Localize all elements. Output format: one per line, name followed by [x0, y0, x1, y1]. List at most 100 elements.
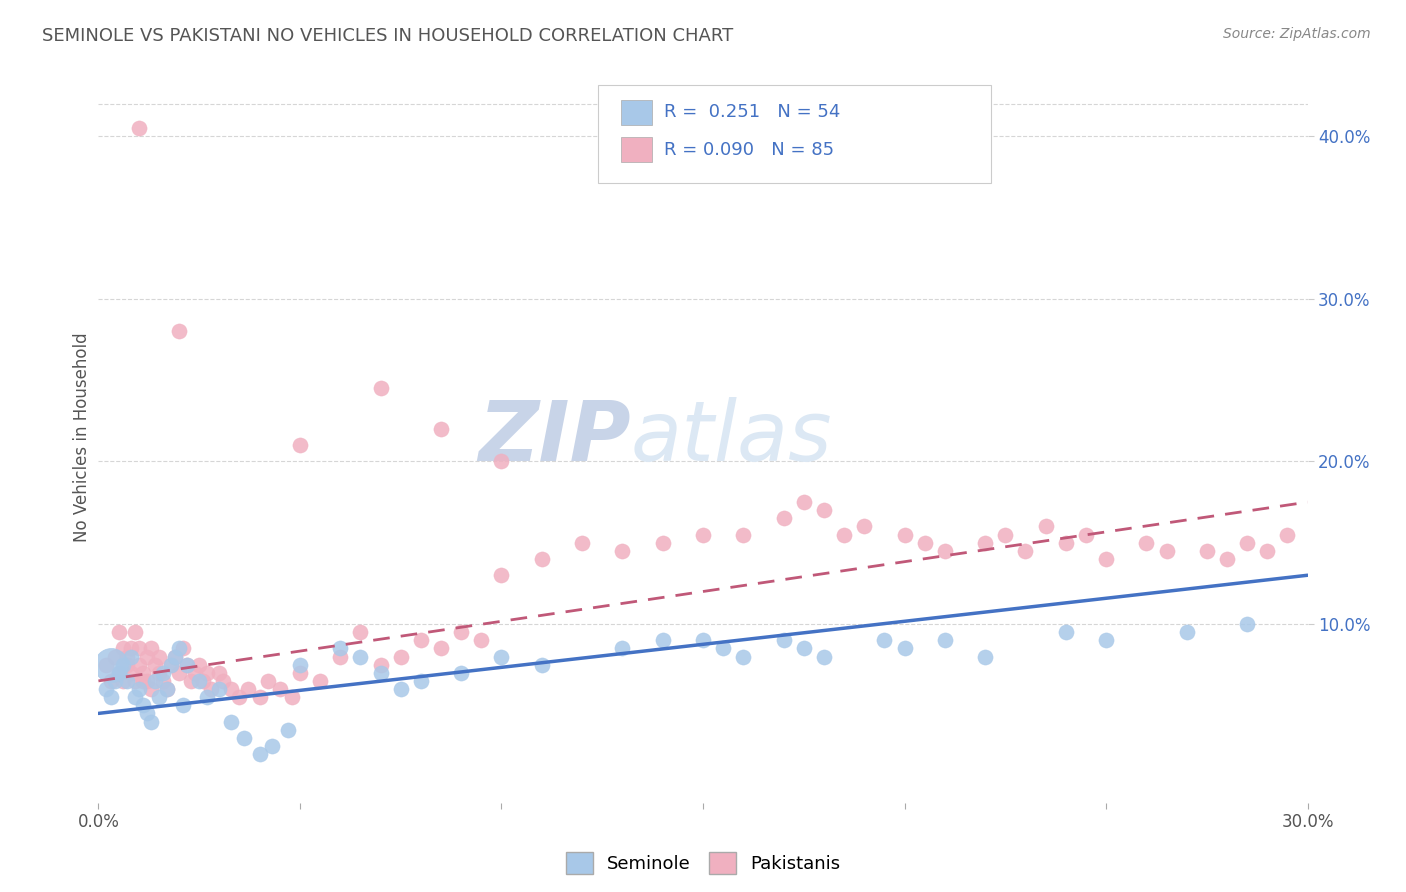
Point [96, 681, 118, 696]
Point [167, 325, 190, 339]
Point [893, 641, 915, 656]
Point [1195, 544, 1218, 558]
Point [195, 665, 218, 680]
Point [152, 665, 174, 680]
Point [914, 535, 936, 549]
Point [1095, 552, 1118, 566]
Point [96, 657, 118, 672]
Point [813, 503, 835, 517]
Point [1035, 519, 1057, 533]
Point [132, 665, 155, 680]
Point [832, 527, 855, 541]
Point [893, 527, 915, 541]
Point [288, 657, 311, 672]
Point [1135, 535, 1157, 549]
Point [651, 535, 673, 549]
Point [692, 633, 714, 648]
Point [152, 673, 174, 688]
Point [232, 731, 254, 745]
Point [111, 641, 134, 656]
Point [329, 641, 352, 656]
Point [115, 649, 138, 664]
Point [124, 673, 146, 688]
Point [692, 527, 714, 541]
Text: SEMINOLE VS PAKISTANI NO VEHICLES IN HOUSEHOLD CORRELATION CHART: SEMINOLE VS PAKISTANI NO VEHICLES IN HOU… [42, 27, 734, 45]
Point [994, 527, 1017, 541]
Point [1277, 527, 1299, 541]
Point [135, 706, 157, 721]
Point [733, 649, 755, 664]
Point [139, 681, 162, 696]
Point [120, 641, 142, 656]
Point [1216, 552, 1239, 566]
Point [1074, 527, 1097, 541]
Point [115, 657, 138, 672]
Point [470, 633, 492, 648]
Point [772, 511, 794, 525]
Y-axis label: No Vehicles in Household: No Vehicles in Household [73, 332, 91, 542]
Point [143, 657, 166, 672]
Point [711, 641, 734, 656]
Point [873, 633, 896, 648]
Point [148, 665, 170, 680]
Point [288, 438, 311, 452]
Point [115, 673, 138, 688]
Point [160, 657, 183, 672]
Point [370, 381, 392, 395]
Point [139, 714, 162, 729]
Point [221, 714, 243, 729]
Point [651, 633, 673, 648]
Point [111, 657, 134, 672]
Point [160, 657, 183, 672]
Point [249, 747, 271, 761]
Text: R =  0.251   N = 54: R = 0.251 N = 54 [664, 103, 839, 121]
Point [107, 665, 129, 680]
Point [370, 657, 392, 672]
Point [107, 625, 129, 640]
Text: atlas: atlas [630, 397, 832, 477]
Point [132, 698, 155, 713]
Point [491, 454, 513, 468]
Point [195, 690, 218, 705]
Point [128, 641, 150, 656]
Point [793, 641, 815, 656]
Point [530, 657, 553, 672]
Text: ZIP: ZIP [478, 397, 630, 477]
Point [281, 690, 304, 705]
Point [934, 633, 956, 648]
Point [612, 544, 634, 558]
Point [193, 673, 215, 688]
Point [1175, 625, 1198, 640]
Point [139, 641, 162, 656]
Point [974, 649, 997, 664]
Point [1256, 544, 1278, 558]
Point [450, 665, 472, 680]
Point [236, 681, 259, 696]
Point [143, 673, 166, 688]
Point [813, 649, 835, 664]
Point [256, 673, 278, 688]
Point [135, 649, 157, 664]
Point [370, 665, 392, 680]
Text: Source: ZipAtlas.com: Source: ZipAtlas.com [1223, 27, 1371, 41]
Point [167, 665, 190, 680]
Point [1054, 625, 1077, 640]
Point [260, 739, 283, 753]
Point [128, 657, 150, 672]
Point [853, 519, 876, 533]
Point [208, 681, 231, 696]
Point [148, 690, 170, 705]
Point [200, 681, 222, 696]
Point [309, 673, 332, 688]
Point [430, 422, 453, 436]
Point [176, 657, 198, 672]
Point [132, 673, 155, 688]
Point [103, 673, 125, 688]
Point [120, 649, 142, 664]
Point [430, 641, 453, 656]
Point [163, 649, 186, 664]
Point [120, 665, 142, 680]
Point [1095, 633, 1118, 648]
Point [103, 649, 125, 664]
Point [1236, 535, 1258, 549]
